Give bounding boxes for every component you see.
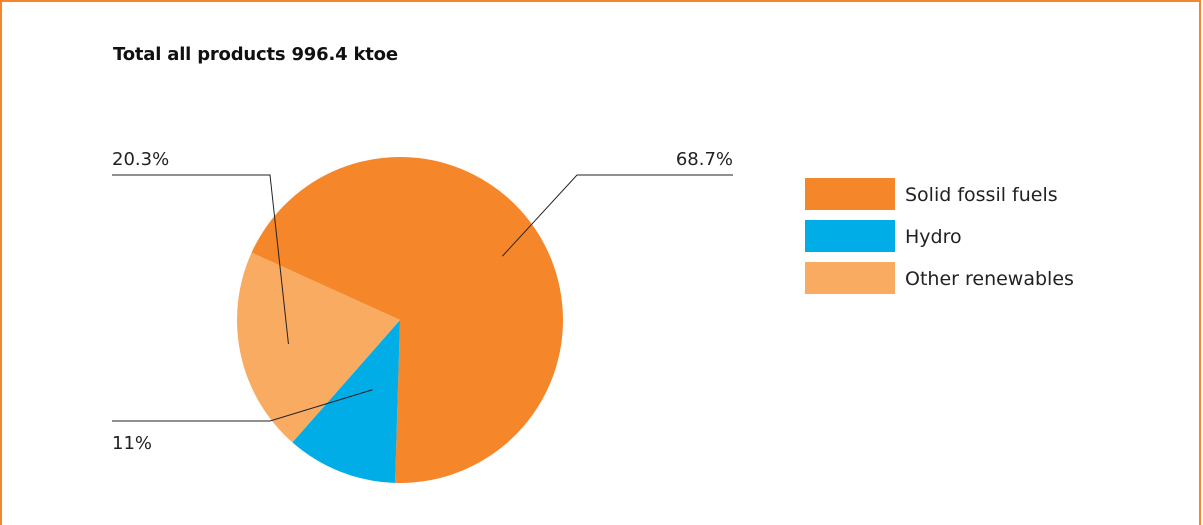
leader-line-other-renewables <box>112 174 289 345</box>
legend-swatch-other-renewables <box>805 262 895 294</box>
leader-line-solid-fossil-fuels <box>501 174 733 257</box>
legend-label-other-renewables: Other renewables <box>905 268 1074 290</box>
leader-lines <box>112 174 733 422</box>
legend-label-solid-fossil-fuels: Solid fossil fuels <box>905 184 1058 206</box>
legend-swatch-hydro <box>805 220 895 252</box>
pie-slice-solid-fossil-fuels <box>251 156 564 483</box>
pie-slice-hydro <box>292 320 400 483</box>
legend-label-hydro: Hydro <box>905 226 962 248</box>
pie-slice-other-renewables <box>237 252 400 443</box>
pie-slices <box>237 156 564 483</box>
data-label-hydro: 11% <box>112 433 152 454</box>
leader-line-hydro <box>112 389 373 422</box>
legend: Solid fossil fuels Hydro Other renewables <box>805 178 1074 294</box>
data-label-other-renewables: 20.3% <box>112 149 169 170</box>
legend-swatch-solid-fossil-fuels <box>805 178 895 210</box>
data-label-solid-fossil-fuels: 68.7% <box>676 149 733 170</box>
chart-title: Total all products 996.4 ktoe <box>113 44 398 65</box>
slice-labels: 68.7% 11% 20.3% <box>112 149 733 454</box>
